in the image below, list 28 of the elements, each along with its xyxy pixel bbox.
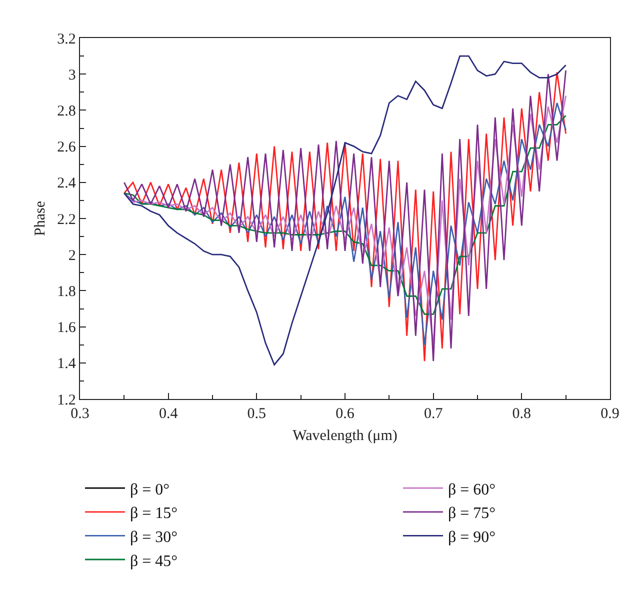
y-tick-label: 2.4 xyxy=(57,176,76,192)
line-series xyxy=(123,114,567,315)
x-tick-label: 0.6 xyxy=(336,406,355,422)
x-tick-label: 0.4 xyxy=(158,406,178,422)
y-tick-label: 1.2 xyxy=(57,392,76,408)
x-tick-label: 0.9 xyxy=(600,406,620,422)
legend-label: β = 30° xyxy=(130,528,178,546)
x-tick-label: 0.7 xyxy=(424,406,444,422)
legend-label: β = 0° xyxy=(130,481,170,498)
y-tick-label: 1.4 xyxy=(57,356,76,372)
y-tick-label: 1.8 xyxy=(57,284,76,300)
y-tick-label: 1.6 xyxy=(57,320,76,336)
x-tick-label: 0.5 xyxy=(247,406,266,422)
y-tick-label: 2.2 xyxy=(57,212,76,228)
legend-label: β = 90° xyxy=(448,528,496,546)
legend-label: β = 60° xyxy=(448,481,496,498)
legend-label: β = 15° xyxy=(130,505,178,522)
legend-label: β = 75° xyxy=(448,505,496,522)
y-tick-label: 2.6 xyxy=(57,140,76,156)
x-tick-label: 0.3 xyxy=(70,406,90,422)
y-tick-label: 2.8 xyxy=(57,103,76,120)
y-tick-label: 2 xyxy=(68,248,76,264)
y-tick-label: 3 xyxy=(68,67,76,84)
x-axis-title: Wavelength (μm) xyxy=(292,428,398,444)
y-axis-title: Phase xyxy=(32,200,48,236)
legend-label: β = 45° xyxy=(130,552,178,570)
y-tick-label: 3.2 xyxy=(57,31,76,48)
x-tick-label: 0.8 xyxy=(512,406,532,422)
